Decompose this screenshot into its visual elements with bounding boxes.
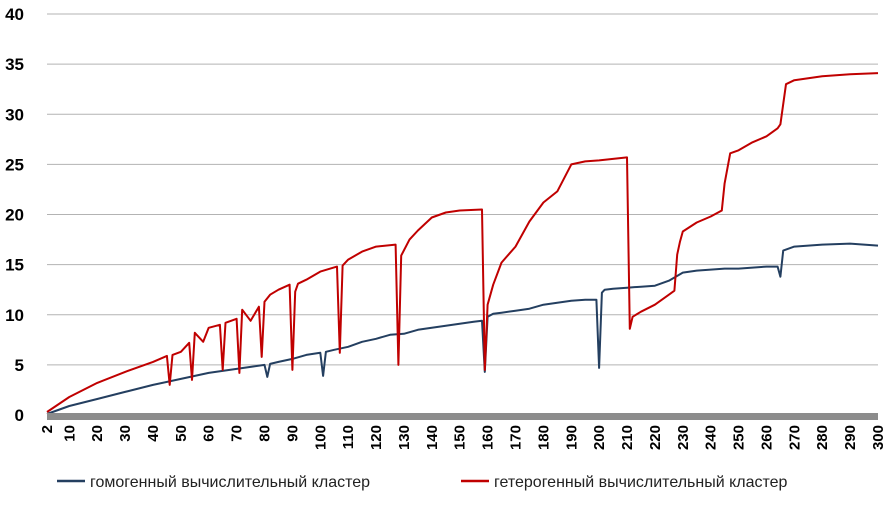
x-tick-label: 30 bbox=[117, 425, 134, 442]
x-tick-label: 170 bbox=[507, 425, 524, 450]
series-line-heterogeneous bbox=[46, 72, 879, 413]
x-tick-label: 270 bbox=[786, 425, 803, 450]
series-group bbox=[46, 72, 879, 415]
y-axis-ticks: 0 5 10 15 20 25 30 35 40 bbox=[5, 5, 24, 425]
x-tick-label: 180 bbox=[535, 425, 552, 450]
x-tick-label: 90 bbox=[284, 425, 301, 442]
series-line-homogeneous bbox=[46, 242, 879, 415]
x-tick-label: 20 bbox=[89, 425, 106, 442]
y-tick-label: 0 bbox=[15, 406, 24, 425]
y-tick-label: 10 bbox=[5, 306, 24, 325]
x-tick-label: 100 bbox=[312, 425, 329, 450]
x-tick-label: 40 bbox=[145, 425, 162, 442]
x-tick-label: 290 bbox=[842, 425, 859, 450]
x-tick-label: 220 bbox=[647, 425, 664, 450]
legend-label: гетерогенный вычислительный кластер bbox=[494, 474, 788, 491]
x-tick-label: 200 bbox=[591, 425, 608, 450]
x-tick-label: 140 bbox=[424, 425, 441, 450]
y-tick-label: 5 bbox=[15, 356, 24, 375]
grid-lines bbox=[47, 13, 878, 366]
legend-label: гомогенный вычислительный кластер bbox=[90, 474, 370, 491]
x-tick-label: 230 bbox=[675, 425, 692, 450]
x-tick-label: 280 bbox=[814, 425, 831, 450]
x-tick-label: 70 bbox=[229, 425, 246, 442]
x-tick-label: 10 bbox=[61, 425, 78, 442]
x-tick-label: 150 bbox=[452, 425, 469, 450]
x-tick-label: 60 bbox=[201, 425, 218, 442]
x-tick-label: 120 bbox=[368, 425, 385, 450]
y-tick-label: 40 bbox=[5, 5, 24, 24]
x-tick-label: 240 bbox=[703, 425, 720, 450]
x-axis-bar bbox=[47, 413, 878, 420]
y-tick-label: 25 bbox=[5, 155, 24, 174]
y-tick-label: 20 bbox=[5, 206, 24, 225]
y-tick-label: 30 bbox=[5, 105, 24, 124]
x-axis-ticks: 2 10 20 30 40 50 60 70 80 90 100 110 120 130 140 150 160… bbox=[39, 425, 884, 450]
x-tick-label: 190 bbox=[563, 425, 580, 450]
x-tick-label: 130 bbox=[396, 425, 413, 450]
x-tick-label: 210 bbox=[619, 425, 636, 450]
x-tick-label: 2 bbox=[39, 425, 56, 433]
y-tick-label: 15 bbox=[5, 256, 24, 275]
x-tick-label: 50 bbox=[173, 425, 190, 442]
legend: гомогенный вычислительный кластер гетерог… bbox=[57, 474, 788, 491]
x-tick-label: 80 bbox=[257, 425, 274, 442]
x-tick-label: 250 bbox=[731, 425, 748, 450]
x-tick-label: 110 bbox=[340, 425, 357, 449]
x-tick-label: 300 bbox=[870, 425, 884, 450]
x-axis-baseline bbox=[47, 413, 878, 420]
x-tick-label: 260 bbox=[758, 425, 775, 450]
x-tick-label: 160 bbox=[480, 425, 497, 450]
y-tick-label: 35 bbox=[5, 55, 24, 74]
